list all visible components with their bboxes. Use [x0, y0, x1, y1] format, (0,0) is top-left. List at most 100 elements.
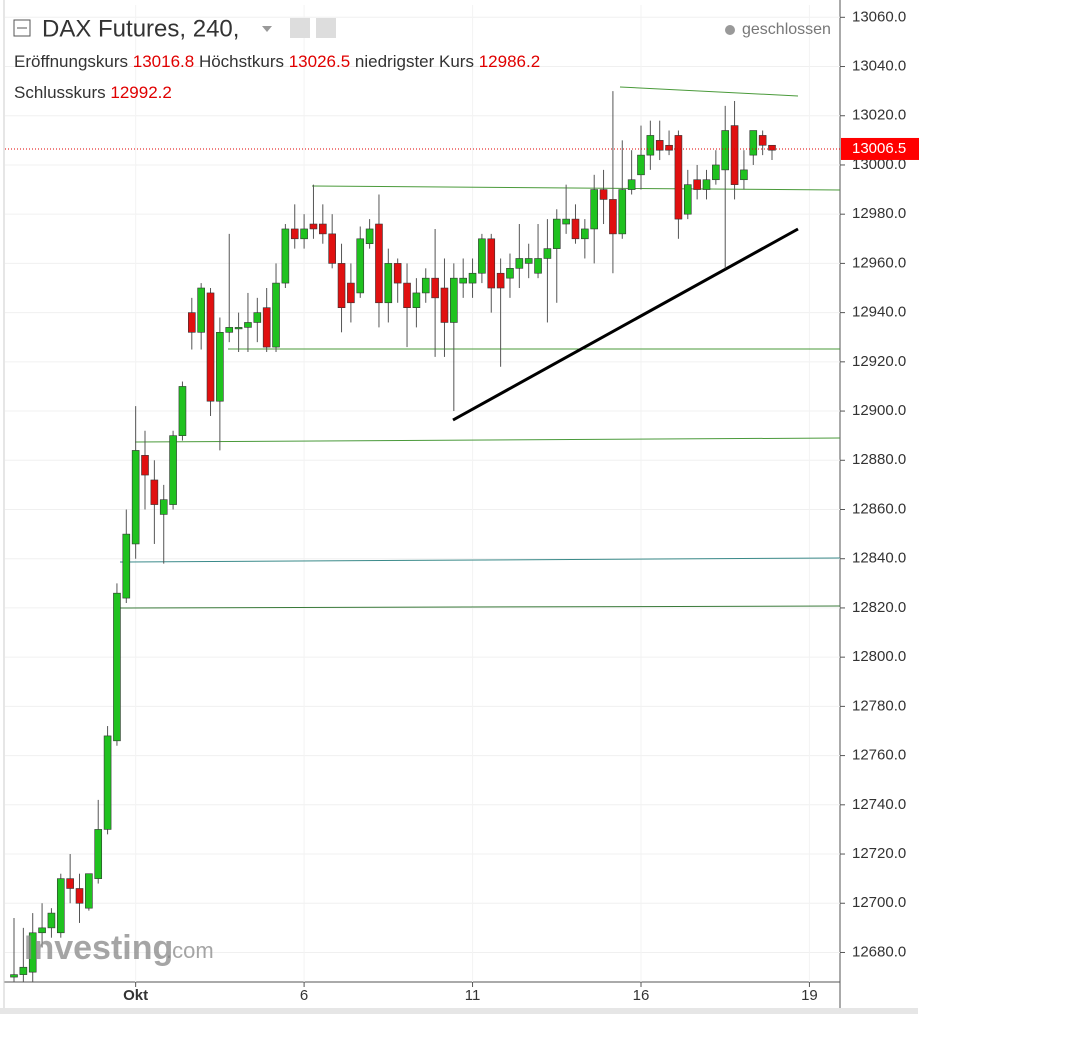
x-tick-label: 6 — [300, 987, 308, 1004]
candle-body — [730, 125, 739, 185]
y-tick-label: 12940.0 — [852, 304, 906, 321]
candle-body — [300, 228, 308, 240]
candle-body — [319, 223, 327, 235]
candle-body — [721, 130, 730, 171]
candle-body — [496, 272, 505, 289]
y-tick-label: 13000.0 — [852, 156, 906, 173]
high-label: Höchstkurs — [198, 52, 284, 71]
drawn-line — [119, 605, 841, 609]
candle-body — [412, 292, 421, 308]
candle-body — [290, 228, 299, 240]
candle-body — [403, 282, 411, 308]
candle-body — [159, 499, 168, 515]
logo: Investing — [24, 929, 173, 967]
candle-body — [75, 888, 84, 904]
status: geschlossen — [742, 21, 831, 38]
y-tick-label: 12800.0 — [852, 648, 906, 665]
status-dot — [725, 25, 735, 35]
y-tick-label: 12760.0 — [852, 747, 906, 764]
candle-body — [712, 164, 720, 181]
candle-body — [581, 228, 589, 240]
candle-body — [506, 268, 514, 279]
candle-body — [337, 263, 346, 308]
candle-body — [225, 327, 234, 333]
candle-body — [450, 277, 458, 323]
candle-body — [253, 312, 262, 323]
candle-body — [674, 135, 683, 220]
low-value: 12986.2 — [478, 52, 541, 71]
candle-body — [150, 479, 159, 505]
candle-body — [188, 312, 196, 333]
y-tick-label: 12700.0 — [852, 894, 906, 911]
eye-icon[interactable] — [290, 18, 310, 38]
candle-body — [56, 878, 65, 934]
candle-body — [141, 455, 149, 476]
candle-body — [571, 218, 580, 240]
candle-body — [85, 873, 93, 909]
candle-body — [702, 179, 711, 190]
close-info: Schlusskurs 12992.2 — [14, 83, 172, 103]
candle-body — [328, 233, 336, 264]
y-tick-label: 12980.0 — [852, 205, 906, 222]
high-value: 13026.5 — [288, 52, 351, 71]
candle-body — [178, 386, 187, 436]
candle-body — [543, 248, 552, 259]
candle-body — [375, 223, 383, 304]
candle-body — [216, 332, 224, 402]
candle-body — [47, 912, 56, 929]
candle-body — [66, 878, 74, 889]
x-tick-label: 11 — [465, 987, 481, 1004]
y-tick-label: 13040.0 — [852, 57, 906, 74]
drawn-line — [119, 557, 841, 563]
y-tick-label: 12780.0 — [852, 697, 906, 714]
y-tick-label: 12960.0 — [852, 254, 906, 271]
ohlc-info: Eröffnungskurs 13016.8 Höchstkurs 13026.… — [14, 52, 540, 72]
candle-body — [272, 282, 280, 348]
candle-body — [206, 292, 215, 402]
drawings — [119, 86, 841, 609]
x-tick-label: Okt — [123, 987, 148, 1004]
candle-body — [646, 135, 655, 156]
candle-body — [122, 533, 131, 599]
y-tick-label: 13020.0 — [852, 107, 906, 124]
candle-body — [749, 130, 758, 156]
candles — [10, 91, 776, 982]
logo-suffix: .com — [166, 938, 214, 963]
open-label: Eröffnungskurs — [14, 52, 129, 71]
settings-icon[interactable] — [316, 18, 336, 38]
candle-body — [459, 277, 467, 284]
y-tick-label: 12820.0 — [852, 599, 906, 616]
candle-body — [665, 144, 673, 151]
candle-body — [562, 218, 570, 225]
y-tick-label: 12720.0 — [852, 845, 906, 862]
y-tick-label: 12840.0 — [852, 550, 906, 567]
bottom-border — [0, 1008, 918, 1014]
candle-body — [758, 135, 767, 146]
candle-body — [768, 144, 776, 151]
candle-body — [262, 307, 271, 348]
dropdown-icon[interactable] — [262, 26, 272, 32]
candle-body — [19, 966, 28, 975]
candle-body — [478, 238, 486, 274]
candle-body — [281, 228, 290, 284]
candle-body — [38, 927, 46, 934]
last-price-tag — [841, 137, 919, 160]
y-tick-label: 12740.0 — [852, 796, 906, 813]
open-value: 13016.8 — [132, 52, 195, 71]
grid — [5, 5, 840, 982]
candle-body — [131, 450, 140, 545]
candle-body — [534, 258, 542, 274]
candle-body — [197, 287, 205, 333]
candle-body — [244, 322, 252, 328]
candle-body — [384, 263, 393, 304]
candle-body — [655, 140, 664, 151]
candle-body — [365, 228, 374, 245]
candle-body — [440, 287, 449, 323]
drawn-line — [619, 86, 799, 97]
candle-body — [10, 974, 18, 978]
last-price-label: 13006.5 — [852, 140, 906, 157]
collapse-icon[interactable] — [13, 19, 31, 37]
close-value: 12992.2 — [110, 83, 172, 102]
